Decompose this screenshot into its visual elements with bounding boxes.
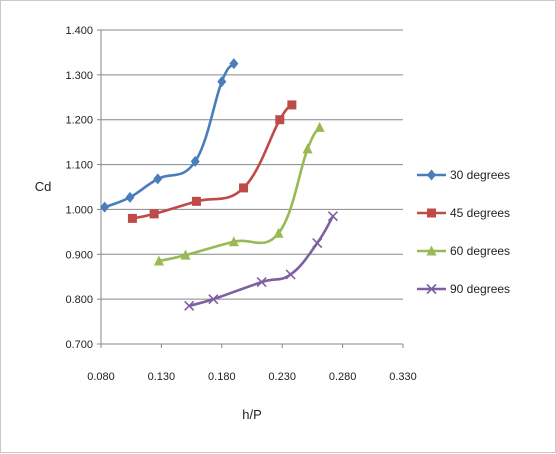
series-line	[188, 215, 335, 308]
x-marker-stroke	[312, 238, 323, 249]
y-tick-label: 1.100	[65, 160, 93, 172]
y-tick-label: 1.000	[65, 204, 93, 216]
x-tick-label: 0.180	[208, 371, 236, 383]
data-point	[125, 191, 135, 203]
x-marker-stroke	[285, 269, 296, 280]
data-point	[153, 255, 164, 266]
data-point	[312, 238, 323, 249]
data-point	[239, 183, 249, 193]
legend-marker	[427, 208, 436, 218]
y-tick-label: 1.200	[65, 115, 93, 127]
y-tick-label: 0.900	[65, 249, 93, 261]
data-point	[100, 201, 110, 213]
data-point	[228, 236, 239, 247]
legend-entry-60-degrees: 60 degrees	[417, 244, 510, 258]
x-tick-label: 0.230	[268, 371, 296, 383]
data-point	[180, 249, 191, 260]
legend-label: 90 degrees	[450, 282, 510, 296]
series-layer	[100, 58, 339, 311]
data-point	[190, 155, 200, 167]
legend-marker	[427, 169, 436, 181]
legend-marker	[426, 283, 437, 295]
series-45-degrees	[127, 100, 297, 223]
data-point	[275, 115, 285, 125]
data-point	[153, 173, 163, 185]
data-point	[285, 269, 296, 280]
data-point	[229, 58, 239, 70]
series-line	[158, 126, 321, 263]
legend-label: 60 degrees	[450, 244, 510, 258]
legend-entry-45-degrees: 45 degrees	[417, 206, 510, 220]
legend-entry-30-degrees: 30 degrees	[417, 168, 510, 182]
x-axis-title: h/P	[242, 407, 262, 422]
y-tick-label: 1.400	[65, 25, 93, 37]
data-point	[149, 209, 159, 219]
series-90-degrees	[184, 211, 339, 311]
x-marker-stroke	[208, 294, 219, 305]
data-point	[217, 76, 227, 88]
data-point	[208, 294, 219, 305]
y-tick-label: 0.700	[65, 339, 93, 351]
y-tick-label: 0.800	[65, 294, 93, 306]
y-tick-label: 1.300	[65, 70, 93, 82]
data-point	[273, 227, 284, 238]
axes: 0.700 0.800 0.900 1.000 1.100 1.200 1.300 1.400…	[65, 25, 416, 383]
data-point	[327, 211, 339, 222]
data-point	[302, 143, 313, 154]
x-marker-stroke	[256, 277, 267, 288]
x-tick-label: 0.080	[87, 371, 115, 383]
x-tick-label: 0.280	[329, 371, 357, 383]
data-point	[314, 121, 325, 132]
legend-entry-90-degrees: 90 degrees	[417, 282, 510, 296]
series-60-degrees	[153, 121, 325, 266]
x-marker-stroke	[426, 283, 437, 295]
series-30-degrees	[100, 58, 239, 213]
legend-label: 30 degrees	[450, 168, 510, 182]
legend-marker	[426, 245, 437, 256]
legend: 30 degrees 45 degrees 60 degrees 90 degrees	[417, 168, 510, 296]
data-point	[256, 277, 267, 288]
x-marker-stroke	[184, 300, 195, 311]
x-marker-stroke	[327, 211, 339, 222]
data-point	[191, 196, 201, 206]
x-tick-label: 0.130	[148, 371, 176, 383]
y-axis-title: Cd	[35, 179, 52, 194]
gridlines	[101, 29, 403, 300]
series-line	[132, 103, 293, 220]
data-point	[127, 213, 137, 223]
series-line	[104, 62, 235, 209]
x-tick-label: 0.330	[389, 371, 417, 383]
legend-label: 45 degrees	[450, 206, 510, 220]
data-point	[287, 100, 297, 110]
data-point	[184, 300, 195, 311]
